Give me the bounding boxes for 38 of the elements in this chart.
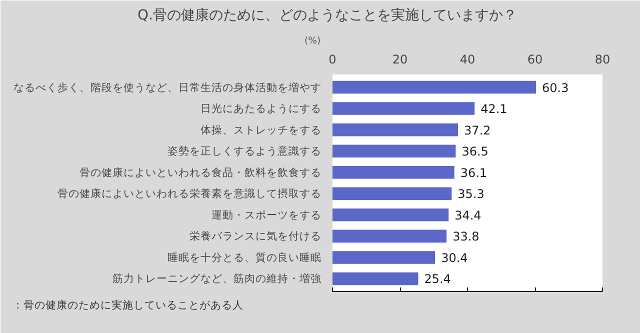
y-tick-label: 睡眠を十分とる、質の良い睡眠 (168, 250, 322, 264)
data-label: 33.8 (452, 230, 480, 244)
bar (332, 208, 449, 222)
chart-title: Q.骨の健康のために、どのようなことを実施していますか？ (138, 8, 517, 24)
data-label: 60.3 (542, 80, 569, 95)
bar (332, 187, 452, 200)
data-label: 25.4 (424, 272, 451, 286)
bar (332, 166, 454, 179)
data-label: 34.4 (454, 208, 482, 222)
x-tick-label: 60 (527, 52, 543, 66)
x-tick-label: 40 (460, 52, 476, 66)
y-tick-label: 運動・スポーツをする (212, 208, 322, 222)
data-label: 30.4 (441, 250, 468, 265)
x-axis-title: (%) (304, 36, 321, 46)
bar (332, 123, 458, 136)
data-label: 35.3 (458, 187, 484, 202)
data-label: 42.1 (480, 102, 508, 116)
bar (332, 144, 456, 158)
bar (332, 80, 536, 94)
data-label: 36.1 (460, 166, 488, 180)
y-tick-label: 骨の健康によいといわれる食品・飲料を飲食する (80, 166, 322, 179)
x-tick-label: 20 (392, 52, 408, 66)
x-tick-label: 80 (594, 52, 610, 66)
y-tick-label: 体操、ストレッチをする (200, 123, 322, 136)
bar (332, 272, 418, 286)
y-tick-label: 栄養バランスに気を付ける (190, 230, 322, 243)
bar (332, 102, 475, 115)
y-tick-label: 姿勢を正しくするよう意識する (168, 144, 322, 158)
data-label: 36.5 (462, 144, 488, 159)
y-tick-label: 日光にあたるようにする (200, 102, 322, 116)
y-tick-label: なるべく歩く、階段を使うなど、日常生活の身体活動を増やす (14, 80, 322, 94)
x-tick-label: 0 (328, 52, 336, 66)
y-tick-label: 骨の健康によいといわれる栄養素を意識して摂取する (58, 187, 322, 200)
text: ：骨の健康のために実施していることがある人 (12, 298, 244, 312)
data-label: 37.2 (464, 123, 491, 138)
bar (332, 230, 447, 243)
y-tick-label: 筋力トレーニングなど、筋肉の維持・増強 (112, 272, 322, 286)
bar (332, 251, 436, 264)
